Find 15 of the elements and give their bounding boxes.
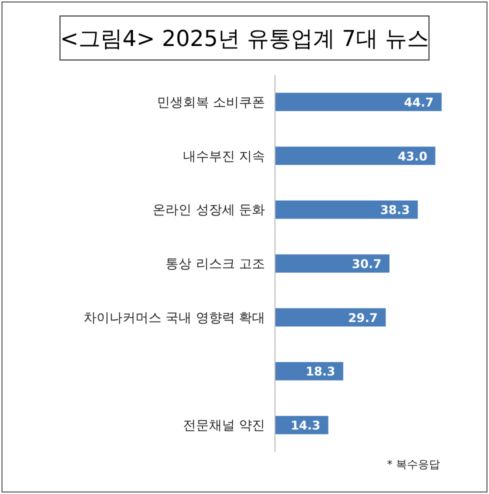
text: * 복수응답 bbox=[387, 458, 440, 471]
data-label: 38.3 bbox=[380, 203, 410, 218]
data-label: 29.7 bbox=[348, 310, 378, 325]
y-tick-label: 차이나커머스 국내 영향력 확대 bbox=[84, 310, 265, 326]
data-label: 43.0 bbox=[398, 149, 428, 164]
chart-title: <그림4> 2025년 유통업계 7대 뉴스 bbox=[60, 27, 429, 52]
data-label: 44.7 bbox=[404, 95, 434, 110]
data-label: 30.7 bbox=[352, 257, 382, 271]
y-tick-label: 민생회복 소비쿠폰 bbox=[156, 95, 265, 110]
y-tick-label: 온라인 성장세 둔화 bbox=[152, 203, 265, 218]
data-label: 14.3 bbox=[290, 418, 320, 433]
y-tick-label: 내수부진 지속 bbox=[182, 149, 265, 164]
y-tick-label: 통상 리스크 고조 bbox=[166, 257, 265, 272]
y-tick-label: 전문채널 약진 bbox=[182, 418, 265, 434]
data-label: 18.3 bbox=[306, 364, 336, 379]
